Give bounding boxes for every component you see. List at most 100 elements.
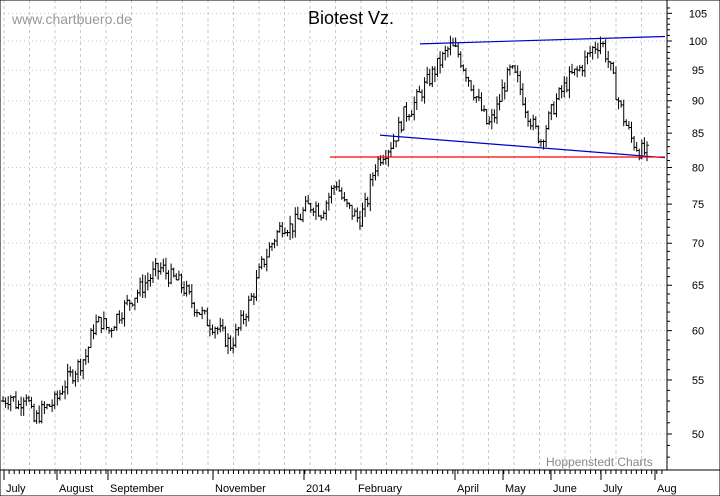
ohlc-bar: [19, 396, 24, 417]
ohlc-bar: [207, 319, 212, 337]
ohlc-bar: [598, 36, 603, 55]
ohlc-bar: [205, 307, 210, 327]
upper-trendline: [419, 35, 666, 45]
ohlc-bar: [174, 273, 179, 281]
ohlc-bar: [629, 121, 634, 143]
ohlc-bar: [575, 66, 580, 78]
ohlc-bar: [114, 313, 119, 331]
ohlc-bar: [489, 108, 494, 130]
ohlc-bar: [549, 104, 554, 121]
ohlc-bar: [350, 204, 355, 220]
ohlc-bar: [192, 301, 197, 317]
ohlc-bar: [518, 70, 523, 96]
ohlc-bar: [60, 385, 65, 395]
ohlc-bar: [293, 207, 298, 238]
ohlc-bar: [210, 324, 215, 335]
ohlc-bar: [572, 68, 577, 76]
ohlc-bar: [218, 317, 223, 333]
ohlc-bar: [507, 64, 512, 76]
grid-layer: [0, 0, 667, 470]
ohlc-bar: [528, 118, 533, 130]
ohlc-bar: [241, 310, 246, 325]
ohlc-bar: [101, 311, 106, 330]
ohlc-bar: [451, 37, 456, 47]
ohlc-bar: [357, 211, 362, 230]
ohlc-bar: [494, 96, 499, 124]
ohlc-bar: [399, 120, 404, 133]
ohlc-bar: [613, 66, 618, 101]
ohlc-bar: [326, 192, 331, 211]
x-tick-label: August: [59, 483, 93, 495]
ohlc-bar: [83, 348, 88, 365]
ohlc-bar: [479, 92, 484, 112]
ohlc-bar: [500, 79, 505, 102]
ohlc-bar: [200, 306, 205, 320]
ohlc-bar: [24, 394, 29, 406]
trend-lines: [330, 35, 666, 159]
y-tick-label: 70: [692, 238, 704, 250]
y-tick-label: 85: [692, 128, 704, 140]
ohlc-bar: [140, 274, 145, 298]
ohlc-bar: [277, 222, 282, 233]
ohlc-bar: [132, 297, 137, 311]
ohlc-bar: [619, 100, 624, 108]
ohlc-bar: [637, 148, 642, 161]
ohlc-bar: [259, 256, 264, 270]
ohlc-bar: [249, 292, 254, 301]
ohlc-bar: [445, 46, 450, 58]
ohlc-bar: [254, 269, 259, 302]
ohlc-bar: [567, 66, 572, 99]
ohlc-bar: [632, 136, 637, 151]
ohlc-bar: [577, 64, 582, 72]
x-tick-label: July: [6, 483, 26, 495]
ohlc-bar: [526, 110, 531, 127]
ohlc-bar: [272, 238, 277, 249]
watermark-text: www.chartbuero.de: [11, 11, 132, 27]
ohlc-bar: [301, 207, 306, 223]
ohlc-bar: [401, 106, 406, 131]
ohlc-bar: [396, 116, 401, 142]
y-tick-label: 80: [692, 163, 704, 175]
ohlc-bar: [520, 83, 525, 106]
ohlc-bar: [39, 400, 44, 424]
ohlc-bar: [373, 164, 378, 181]
ohlc-bar: [251, 293, 256, 306]
ohlc-bar: [590, 45, 595, 60]
ohlc-bar: [531, 114, 536, 131]
y-tick-label: 90: [692, 96, 704, 108]
chart-title: Biotest Vz.: [308, 8, 394, 28]
ohlc-bar: [463, 67, 468, 82]
ohlc-bar: [163, 257, 168, 280]
ohlc-bar: [533, 116, 538, 129]
ohlc-bar: [606, 50, 611, 69]
ohlc-bar: [546, 111, 551, 130]
ohlc-bar: [313, 201, 318, 220]
ohlc-bar: [588, 45, 593, 57]
x-tick-label: November: [215, 483, 266, 495]
ohlc-bar: [601, 41, 606, 48]
ohlc-bar: [582, 50, 587, 77]
ohlc-bar: [264, 248, 269, 272]
ohlc-bar: [135, 289, 140, 303]
ohlc-bar: [608, 61, 613, 71]
x-axis: July August September November 2014 February A…: [3, 470, 677, 495]
ohlc-bar: [99, 316, 104, 334]
source-label: Hoppenstedt Charts: [546, 455, 653, 469]
ohlc-bar: [109, 327, 114, 338]
ohlc-bar: [6, 396, 11, 410]
y-tick-label: 100: [689, 36, 707, 48]
ohlc-bar: [112, 325, 117, 331]
ohlc-bar: [487, 116, 492, 126]
ohlc-bar: [119, 312, 124, 324]
ohlc-bar: [86, 346, 91, 364]
ohlc-bar: [456, 42, 461, 58]
ohlc-bar: [275, 229, 280, 246]
ohlc-bar: [288, 215, 293, 241]
y-tick-label: 75: [692, 199, 704, 211]
ohlc-bar: [497, 94, 502, 111]
ohlc-bar: [57, 389, 62, 401]
price-bars: [1, 35, 649, 424]
ohlc-bar: [169, 263, 174, 285]
ohlc-bar: [143, 275, 148, 299]
ohlc-bar: [626, 121, 631, 130]
